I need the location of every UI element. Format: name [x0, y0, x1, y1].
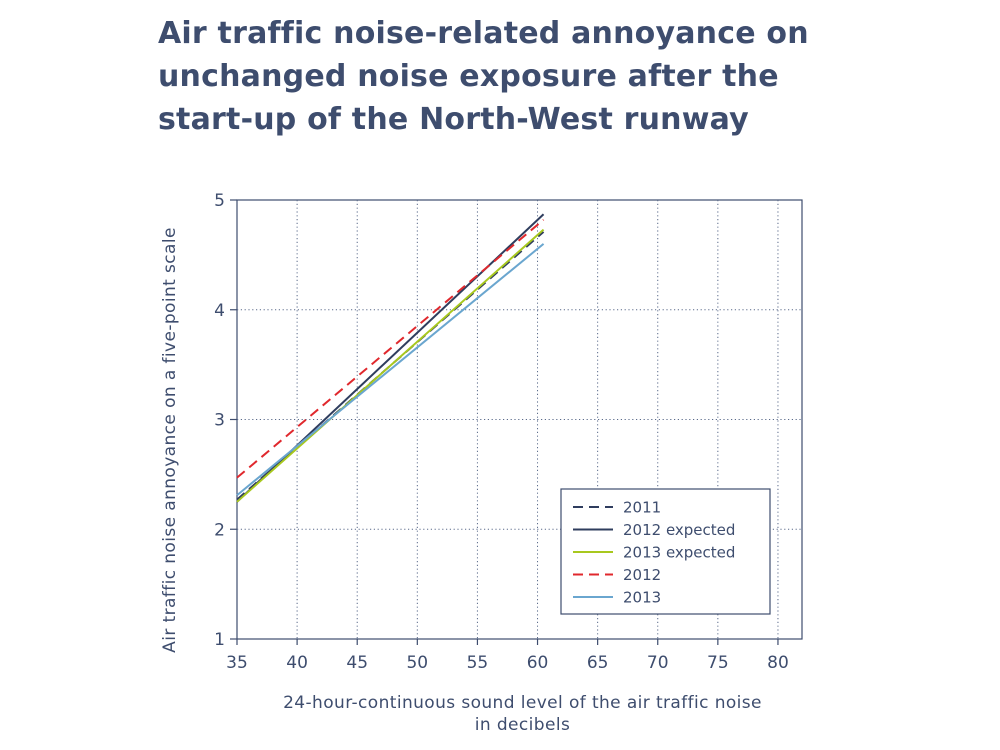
- legend-label: 2013: [623, 589, 661, 607]
- x-tick-label: 65: [587, 653, 609, 673]
- x-tick-label: 50: [406, 653, 428, 673]
- y-tick-label: 2: [214, 520, 225, 540]
- y-tick-label: 1: [214, 630, 225, 650]
- chart-title-line: unchanged noise exposure after the: [158, 59, 779, 94]
- y-tick-label: 4: [214, 301, 225, 321]
- x-tick-label: 35: [226, 653, 248, 673]
- x-tick-label: 60: [527, 653, 549, 673]
- chart-title-line: start-up of the North-West runway: [158, 102, 749, 137]
- chart-title: Air traffic noise-related annoyance on u…: [158, 12, 918, 141]
- legend-label: 2012: [623, 566, 661, 584]
- x-axis-label-line: in decibels: [474, 715, 571, 735]
- x-tick-label: 45: [346, 653, 368, 673]
- x-tick-label: 40: [286, 653, 308, 673]
- legend-label: 2012 expected: [623, 521, 735, 539]
- x-tick-label: 80: [767, 653, 789, 673]
- chart-title-line: Air traffic noise-related annoyance on: [158, 16, 809, 51]
- x-tick-label: 55: [467, 653, 489, 673]
- x-axis-label: 24-hour-continuous sound level of the ai…: [250, 692, 795, 736]
- series-line: [236, 218, 545, 479]
- legend-label: 2013 expected: [623, 544, 735, 562]
- y-tick-label: 3: [214, 411, 225, 431]
- x-tick-label: 70: [647, 653, 669, 673]
- x-axis-label-line: 24-hour-continuous sound level of the ai…: [283, 693, 762, 713]
- x-tick-label: 75: [707, 653, 729, 673]
- y-tick-label: 5: [214, 191, 225, 211]
- legend-label: 2011: [623, 499, 661, 517]
- series-line: [236, 243, 545, 497]
- series-line: [236, 228, 545, 503]
